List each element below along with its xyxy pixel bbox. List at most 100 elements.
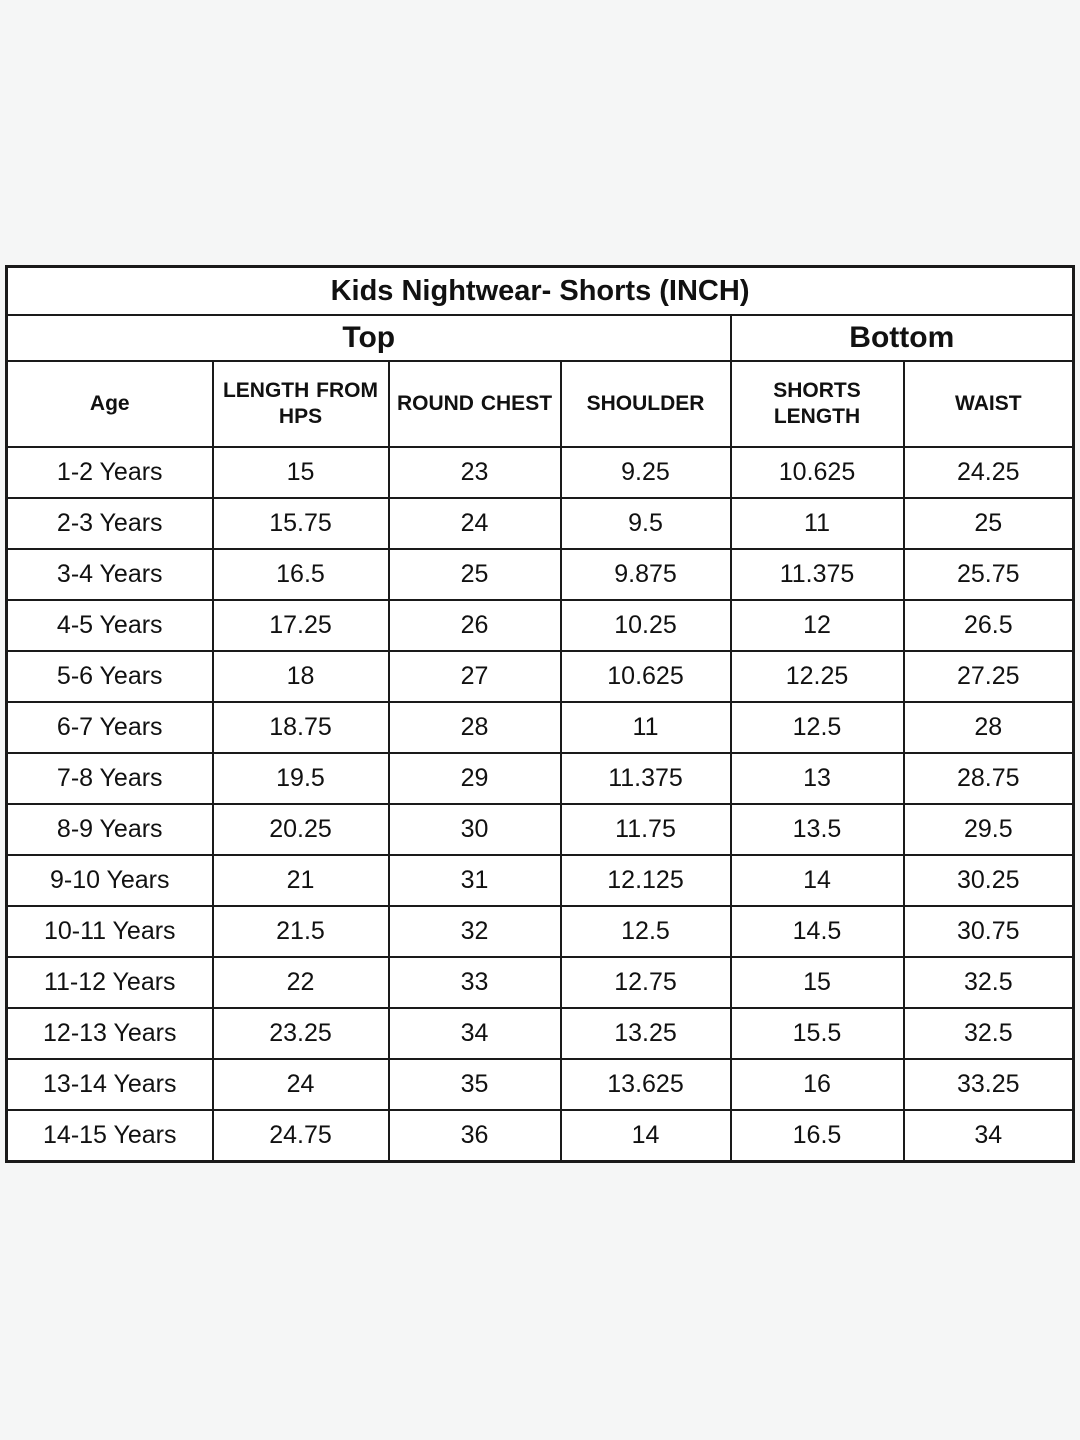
measurement-cell: 14 xyxy=(559,1109,732,1163)
measurement-cell: 15 xyxy=(729,956,905,1009)
measurement-cell: 12.25 xyxy=(729,650,905,703)
table-row: 7-8 Years 19.5 29 11.375 13 28.75 xyxy=(5,752,1075,805)
measurement-cell: 14.5 xyxy=(729,905,905,958)
table-row: 6-7 Years 18.75 28 11 12.5 28 xyxy=(5,701,1075,754)
measurement-cell: 25 xyxy=(387,548,562,601)
measurement-cell: 26 xyxy=(387,599,562,652)
measurement-cell: 25.75 xyxy=(902,548,1075,601)
table-row: 10-11 Years 21.5 32 12.5 14.5 30.75 xyxy=(5,905,1075,958)
measurement-cell: 30 xyxy=(387,803,562,856)
measurement-cell: 11.375 xyxy=(559,752,732,805)
measurement-cell: 13.25 xyxy=(559,1007,732,1060)
measurement-cell: 19.5 xyxy=(211,752,390,805)
measurement-cell: 11.75 xyxy=(559,803,732,856)
measurement-cell: 29 xyxy=(387,752,562,805)
measurement-cell: 12.75 xyxy=(559,956,732,1009)
column-header-age: Age xyxy=(5,360,214,448)
column-header-length-from-hps: LENGTH FROM HPS xyxy=(211,360,390,448)
age-cell: 2-3 Years xyxy=(5,497,214,550)
table-row: 9-10 Years 21 31 12.125 14 30.25 xyxy=(5,854,1075,907)
measurement-cell: 30.75 xyxy=(902,905,1075,958)
measurement-cell: 28 xyxy=(902,701,1075,754)
measurement-cell: 25 xyxy=(902,497,1075,550)
measurement-cell: 15.5 xyxy=(729,1007,905,1060)
measurement-cell: 32.5 xyxy=(902,956,1075,1009)
group-header-row: Top Bottom xyxy=(5,314,1075,362)
age-cell: 3-4 Years xyxy=(5,548,214,601)
measurement-cell: 16.5 xyxy=(211,548,390,601)
measurement-cell: 13.625 xyxy=(559,1058,732,1111)
measurement-cell: 12.125 xyxy=(559,854,732,907)
measurement-cell: 29.5 xyxy=(902,803,1075,856)
age-cell: 14-15 Years xyxy=(5,1109,214,1163)
table-row: 12-13 Years 23.25 34 13.25 15.5 32.5 xyxy=(5,1007,1075,1060)
measurement-cell: 36 xyxy=(387,1109,562,1163)
table-row: 14-15 Years 24.75 36 14 16.5 34 xyxy=(5,1109,1075,1163)
measurement-cell: 10.625 xyxy=(729,446,905,499)
table-title-row: Kids Nightwear- Shorts (INCH) xyxy=(5,265,1075,316)
column-header-round-chest: ROUND CHEST xyxy=(387,360,562,448)
measurement-cell: 28 xyxy=(387,701,562,754)
age-cell: 4-5 Years xyxy=(5,599,214,652)
measurement-cell: 20.25 xyxy=(211,803,390,856)
measurement-cell: 33 xyxy=(387,956,562,1009)
measurement-cell: 9.875 xyxy=(559,548,732,601)
table-row: 11-12 Years 22 33 12.75 15 32.5 xyxy=(5,956,1075,1009)
age-cell: 9-10 Years xyxy=(5,854,214,907)
age-cell: 8-9 Years xyxy=(5,803,214,856)
measurement-cell: 34 xyxy=(902,1109,1075,1163)
measurement-cell: 16.5 xyxy=(729,1109,905,1163)
measurement-cell: 9.25 xyxy=(559,446,732,499)
column-header-row: Age LENGTH FROM HPS ROUND CHEST SHOULDER SHO… xyxy=(5,360,1075,448)
age-cell: 12-13 Years xyxy=(5,1007,214,1060)
measurement-cell: 27 xyxy=(387,650,562,703)
table-title: Kids Nightwear- Shorts (INCH) xyxy=(5,265,1075,316)
age-cell: 1-2 Years xyxy=(5,446,214,499)
size-chart-table: Kids Nightwear- Shorts (INCH) Top Bottom… xyxy=(5,265,1076,1163)
measurement-cell: 11 xyxy=(559,701,732,754)
measurement-cell: 12.5 xyxy=(559,905,732,958)
measurement-cell: 11 xyxy=(729,497,905,550)
group-header-bottom: Bottom xyxy=(729,314,1075,362)
measurement-cell: 12 xyxy=(729,599,905,652)
column-header-waist: WAIST xyxy=(902,360,1075,448)
table-row: 3-4 Years 16.5 25 9.875 11.375 25.75 xyxy=(5,548,1075,601)
measurement-cell: 10.25 xyxy=(559,599,732,652)
measurement-cell: 30.25 xyxy=(902,854,1075,907)
column-header-shoulder: SHOULDER xyxy=(559,360,732,448)
table-row: 1-2 Years 15 23 9.25 10.625 24.25 xyxy=(5,446,1075,499)
table-row: 4-5 Years 17.25 26 10.25 12 26.5 xyxy=(5,599,1075,652)
table-row: 13-14 Years 24 35 13.625 16 33.25 xyxy=(5,1058,1075,1111)
age-cell: 13-14 Years xyxy=(5,1058,214,1111)
age-cell: 5-6 Years xyxy=(5,650,214,703)
measurement-cell: 21.5 xyxy=(211,905,390,958)
measurement-cell: 23.25 xyxy=(211,1007,390,1060)
measurement-cell: 24 xyxy=(211,1058,390,1111)
measurement-cell: 35 xyxy=(387,1058,562,1111)
measurement-cell: 28.75 xyxy=(902,752,1075,805)
measurement-cell: 24.25 xyxy=(902,446,1075,499)
measurement-cell: 9.5 xyxy=(559,497,732,550)
measurement-cell: 14 xyxy=(729,854,905,907)
age-cell: 7-8 Years xyxy=(5,752,214,805)
table-row: 8-9 Years 20.25 30 11.75 13.5 29.5 xyxy=(5,803,1075,856)
measurement-cell: 12.5 xyxy=(729,701,905,754)
table-row: 2-3 Years 15.75 24 9.5 11 25 xyxy=(5,497,1075,550)
measurement-cell: 18.75 xyxy=(211,701,390,754)
measurement-cell: 13.5 xyxy=(729,803,905,856)
size-chart-body: 1-2 Years 15 23 9.25 10.625 24.25 2-3 Years 15.… xyxy=(5,446,1075,1163)
measurement-cell: 11.375 xyxy=(729,548,905,601)
age-cell: 10-11 Years xyxy=(5,905,214,958)
measurement-cell: 33.25 xyxy=(902,1058,1075,1111)
measurement-cell: 31 xyxy=(387,854,562,907)
measurement-cell: 15.75 xyxy=(211,497,390,550)
measurement-cell: 18 xyxy=(211,650,390,703)
measurement-cell: 32.5 xyxy=(902,1007,1075,1060)
measurement-cell: 23 xyxy=(387,446,562,499)
measurement-cell: 26.5 xyxy=(902,599,1075,652)
age-cell: 6-7 Years xyxy=(5,701,214,754)
table-row: 5-6 Years 18 27 10.625 12.25 27.25 xyxy=(5,650,1075,703)
measurement-cell: 15 xyxy=(211,446,390,499)
column-header-shorts-length: SHORTS LENGTH xyxy=(729,360,905,448)
